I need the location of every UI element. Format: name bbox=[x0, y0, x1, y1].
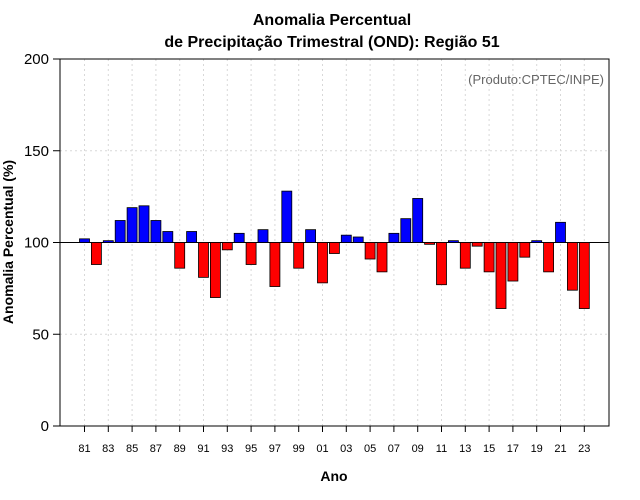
x-tick-label: 85 bbox=[126, 443, 138, 455]
bar-95 bbox=[245, 242, 257, 265]
credit-label: (Produto:CPTEC/INPE) bbox=[468, 72, 604, 87]
bar-90 bbox=[186, 231, 198, 243]
bar-96 bbox=[257, 229, 269, 243]
x-tick-label: 97 bbox=[269, 443, 281, 455]
bar-85 bbox=[126, 207, 138, 243]
bar-12 bbox=[447, 240, 459, 243]
chart-title: Anomalia Percentual bbox=[253, 12, 411, 29]
bar-09 bbox=[412, 198, 424, 243]
x-tick-label: 81 bbox=[78, 443, 90, 455]
bar-04 bbox=[352, 236, 364, 243]
bar-14 bbox=[471, 242, 483, 247]
bar-82 bbox=[91, 242, 102, 265]
bar-16 bbox=[495, 242, 507, 309]
x-tick-label: 09 bbox=[412, 443, 424, 455]
y-tick-label: 0 bbox=[41, 418, 49, 435]
bar-81 bbox=[79, 238, 90, 243]
bar-97 bbox=[269, 242, 281, 287]
x-tick-label: 19 bbox=[531, 443, 543, 455]
y-tick-label: 200 bbox=[24, 51, 49, 68]
bar-17 bbox=[507, 242, 519, 282]
bar-06 bbox=[376, 242, 388, 273]
x-tick-label: 11 bbox=[436, 443, 447, 455]
x-tick-label: 13 bbox=[459, 443, 471, 455]
bar-15 bbox=[483, 242, 495, 273]
bar-00 bbox=[305, 229, 317, 243]
x-tick-label: 95 bbox=[245, 443, 257, 455]
bar-89 bbox=[174, 242, 186, 269]
bar-83 bbox=[102, 240, 114, 243]
bars-group bbox=[79, 190, 590, 309]
bar-10 bbox=[424, 242, 436, 245]
bar-86 bbox=[138, 205, 150, 243]
bar-07 bbox=[388, 232, 400, 243]
bar-98 bbox=[281, 190, 293, 243]
x-tick-label: 93 bbox=[221, 443, 233, 455]
bar-02 bbox=[328, 242, 340, 254]
bar-13 bbox=[459, 242, 471, 269]
bar-94 bbox=[233, 232, 245, 243]
bar-20 bbox=[543, 242, 554, 273]
x-tick-label: 05 bbox=[364, 443, 376, 455]
bar-08 bbox=[400, 218, 412, 243]
x-tick-label: 01 bbox=[316, 443, 328, 455]
bar-88 bbox=[162, 231, 174, 243]
x-tick-label: 23 bbox=[578, 443, 590, 455]
y-tick-label: 150 bbox=[24, 143, 49, 160]
bar-05 bbox=[364, 242, 376, 260]
bar-11 bbox=[436, 242, 447, 286]
x-tick-label: 15 bbox=[483, 443, 495, 455]
bar-91 bbox=[198, 242, 209, 278]
y-tick-label: 50 bbox=[32, 326, 49, 343]
x-axis: 81 83 85 87 89 91 93 95 97 99 01 03 05 07 09 11 13 15 17 19… bbox=[78, 426, 590, 455]
y-tick-label: 100 bbox=[24, 235, 49, 252]
x-tick-label: 91 bbox=[197, 443, 209, 455]
bar-23 bbox=[578, 242, 590, 309]
x-tick-label: 03 bbox=[340, 443, 352, 455]
x-tick-label: 89 bbox=[174, 443, 186, 455]
x-tick-label: 21 bbox=[554, 443, 566, 455]
chart-subtitle: de Precipitação Trimestral (OND): Região… bbox=[164, 34, 499, 51]
x-tick-label: 83 bbox=[102, 443, 114, 455]
bar-84 bbox=[114, 220, 126, 243]
bar-93 bbox=[221, 242, 233, 251]
x-tick-label: 87 bbox=[150, 443, 162, 455]
y-axis: 0 50 100 150 200 bbox=[24, 51, 60, 435]
bar-92 bbox=[209, 242, 221, 298]
x-tick-label: 07 bbox=[388, 443, 400, 455]
bar-99 bbox=[293, 242, 305, 269]
bar-19 bbox=[531, 240, 543, 243]
bar-87 bbox=[150, 220, 162, 243]
x-axis-label: Ano bbox=[320, 468, 347, 484]
bar-01 bbox=[317, 242, 328, 284]
x-tick-label: 99 bbox=[293, 443, 305, 455]
x-tick-label: 17 bbox=[507, 443, 519, 455]
bar-03 bbox=[340, 234, 352, 243]
bar-21 bbox=[555, 221, 566, 243]
y-axis-label: Anomalia Percentual (%) bbox=[0, 160, 16, 324]
bar-18 bbox=[519, 242, 531, 258]
bar-22 bbox=[567, 242, 578, 291]
